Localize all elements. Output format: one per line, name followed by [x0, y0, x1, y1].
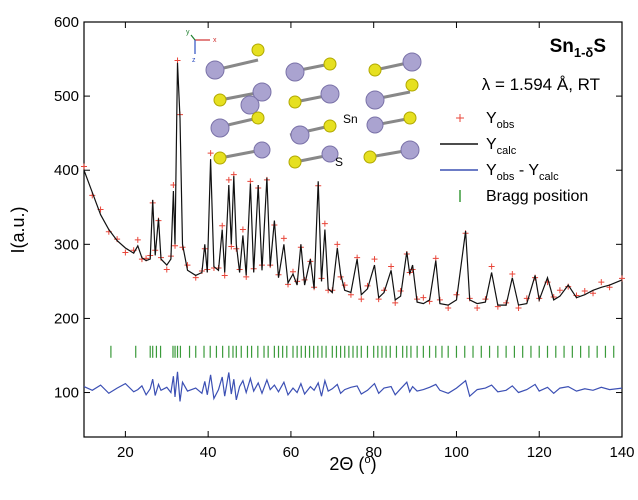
y-tick-label: 100 [54, 385, 79, 402]
legend-part: Y [486, 136, 497, 153]
chart-title: Sn1-δS [550, 36, 606, 60]
axis-label-y: y [186, 29, 190, 36]
obs-point [228, 243, 235, 250]
obs-point [341, 282, 348, 289]
legend-label: Yobs [486, 110, 515, 131]
legend-part: Y [486, 162, 497, 179]
obs-point [207, 150, 214, 157]
x-tick-label: 100 [444, 444, 469, 461]
title-sub: 1-δ [574, 45, 594, 60]
legend-part: Y [486, 110, 497, 127]
x-tick-label: 140 [609, 444, 634, 461]
obs-point [598, 279, 605, 286]
legend-label: Ycalc [486, 136, 517, 157]
obs-point [432, 255, 439, 262]
sn-label: Sn [343, 112, 358, 126]
s-label: S [335, 155, 343, 169]
obs-point [219, 222, 226, 229]
obs-point [445, 305, 452, 312]
obs-point [474, 305, 481, 312]
axis-label-z: z [192, 57, 196, 64]
obs-point [515, 305, 522, 312]
obs-point [590, 290, 597, 297]
legend-part: - Y [514, 162, 539, 179]
y-tick-label: 400 [54, 162, 79, 179]
obs-point [280, 235, 287, 242]
obs-point [392, 299, 399, 306]
x-axis-label: 2Θ (o) [329, 454, 376, 474]
x-label-sup: o [364, 454, 370, 466]
obs-point [122, 249, 129, 256]
x-tick-label: 40 [200, 444, 217, 461]
crystal-structure-inset [190, 34, 422, 169]
axis-label-x: x [213, 37, 217, 44]
title-part: S [593, 36, 606, 57]
legend-label: Yobs - Ycalc [486, 162, 559, 183]
y-tick-label: 200 [54, 310, 79, 327]
series-line [83, 62, 623, 306]
legend-label: Bragg position [486, 188, 588, 205]
x-tick-label: 120 [527, 444, 552, 461]
plot-frame [83, 21, 623, 438]
y-tick-label: 600 [54, 14, 79, 31]
obs-point [225, 176, 232, 183]
obs-point [371, 256, 378, 263]
y-tick-label: 300 [54, 236, 79, 253]
obs-point [509, 270, 516, 277]
obs-point [239, 226, 246, 233]
obs-point [488, 263, 495, 270]
obs-point [134, 236, 141, 243]
obs-point [321, 220, 328, 227]
x-label-part: 2Θ ( [329, 454, 364, 474]
title-part: Sn [550, 36, 574, 57]
obs-point [358, 296, 365, 303]
obs-point [247, 178, 254, 185]
legend-sub: calc [539, 171, 559, 183]
legend-sub: obs [497, 171, 515, 183]
x-label-part: ) [371, 454, 377, 474]
legend-sub: obs [497, 119, 515, 131]
obs-point [163, 266, 170, 273]
obs-point [581, 288, 588, 295]
obs-point [556, 287, 563, 294]
obs-point [388, 263, 395, 270]
x-tick-label: 80 [365, 444, 382, 461]
series-line [83, 371, 623, 402]
obs-point [420, 294, 427, 301]
obs-point [174, 57, 181, 64]
y-tick-label: 500 [54, 88, 79, 105]
x-tick-label: 60 [283, 444, 300, 461]
obs-point [334, 241, 341, 248]
legend-part: Bragg position [486, 188, 588, 205]
obs-point [81, 163, 87, 170]
x-tick-label: 20 [117, 444, 134, 461]
legend-marker [456, 114, 464, 122]
wavelength-note: λ = 1.594 Å, RT [482, 75, 600, 94]
y-axis-label: I(a.u.) [8, 206, 28, 253]
obs-point [221, 272, 228, 279]
legend-sub: calc [497, 145, 517, 157]
